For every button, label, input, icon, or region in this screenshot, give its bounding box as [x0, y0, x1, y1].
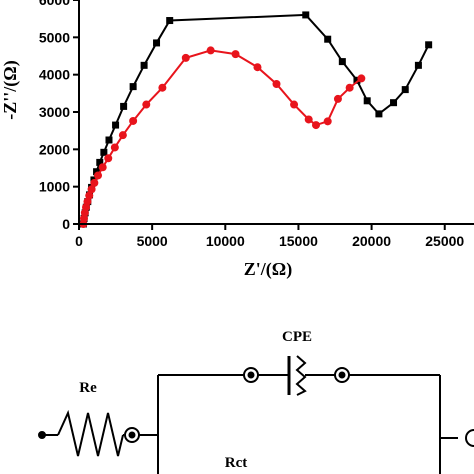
data-point — [100, 148, 108, 156]
data-point — [87, 185, 96, 194]
data-point — [158, 83, 167, 92]
y-tick-label: 0 — [62, 216, 70, 232]
x-tick-label: 15000 — [279, 233, 318, 249]
node-left-dot — [128, 431, 136, 439]
data-point — [206, 46, 215, 55]
data-point — [401, 86, 409, 94]
data-point — [112, 121, 120, 129]
cpe-label: CPE — [282, 329, 312, 345]
data-point — [118, 131, 127, 140]
data-point — [345, 83, 354, 92]
x-tick-label: 25000 — [425, 233, 464, 249]
re-resistor — [57, 409, 124, 457]
cpe-plate-right — [295, 355, 307, 396]
data-point — [253, 63, 262, 72]
x-tick-label: 0 — [75, 233, 83, 249]
data-point — [110, 143, 119, 152]
data-point — [129, 116, 138, 125]
data-point — [140, 61, 148, 69]
equivalent-circuit — [38, 355, 474, 474]
data-point — [333, 94, 342, 103]
rct-label: Rct — [225, 455, 248, 471]
data-point — [302, 11, 310, 19]
output-terminal — [465, 429, 474, 447]
x-tick-label: 5000 — [137, 233, 168, 249]
data-point — [290, 100, 299, 109]
data-point — [153, 39, 161, 47]
data-point — [166, 17, 174, 25]
y-axis-label: -Z''/(Ω) — [0, 60, 21, 119]
data-point — [93, 168, 101, 176]
re-label: Re — [79, 380, 97, 396]
y-tick-label: 1000 — [39, 179, 70, 195]
data-point — [390, 99, 398, 107]
data-point — [338, 58, 346, 66]
x-tick-label: 10000 — [206, 233, 245, 249]
data-point — [272, 80, 281, 88]
data-point — [104, 154, 113, 163]
data-point — [363, 97, 371, 105]
y-tick-label: 5000 — [39, 29, 70, 45]
data-point — [312, 121, 320, 130]
data-point — [94, 171, 103, 180]
data-point — [357, 74, 366, 83]
data-point — [96, 158, 104, 166]
data-point — [85, 191, 94, 200]
y-tick-label: 6000 — [39, 0, 70, 8]
node-cpe-right-dot — [338, 371, 346, 379]
x-tick-label: 20000 — [352, 233, 391, 249]
data-point — [181, 53, 190, 62]
data-point — [324, 35, 332, 43]
data-point — [120, 102, 128, 110]
data-point — [323, 117, 332, 126]
data-point — [129, 83, 137, 91]
data-point — [414, 61, 422, 69]
data-point — [304, 115, 313, 124]
data-point — [98, 163, 107, 172]
x-axis-label: Z'/(Ω) — [244, 259, 292, 280]
data-point — [105, 136, 113, 144]
data-point — [353, 76, 361, 84]
y-tick-label: 4000 — [39, 67, 70, 83]
data-point — [90, 178, 99, 187]
data-point — [142, 100, 151, 109]
nyquist-chart: 0 5000 10000 15000 20000 25000 0 1000 2000 3000 40… — [0, 0, 474, 280]
y-tick-label: 2000 — [39, 141, 70, 157]
data-point — [425, 41, 433, 49]
data-point — [375, 110, 383, 118]
data-point — [231, 50, 240, 59]
node-cpe-left-dot — [247, 371, 255, 379]
y-tick-label: 3000 — [39, 104, 70, 120]
